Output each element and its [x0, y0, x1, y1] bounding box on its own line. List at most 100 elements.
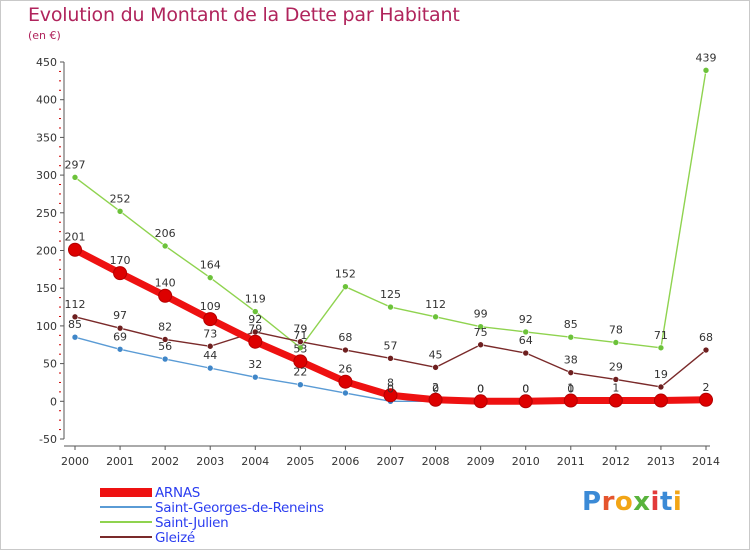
x-tick-label: 2012	[602, 455, 630, 468]
legend-label: Saint-Julien	[155, 515, 229, 531]
data-label: 206	[155, 227, 176, 240]
data-label: 22	[293, 366, 307, 379]
data-point-arnas	[248, 334, 263, 349]
data-label: 38	[564, 354, 578, 367]
x-tick-label: 2001	[106, 455, 134, 468]
data-point-saint-julien	[432, 313, 439, 321]
y-tick-label: 150	[36, 282, 57, 295]
data-point-arnas	[383, 388, 398, 403]
data-label: 109	[200, 300, 221, 313]
data-label: 19	[654, 368, 668, 381]
data-label: 0	[477, 382, 484, 395]
data-label: 8	[387, 376, 394, 389]
data-point-saint-georges-de-reneins	[161, 355, 169, 363]
data-point-saint-julien	[206, 274, 214, 281]
legend-swatch	[100, 536, 152, 538]
x-tick-label: 2002	[151, 455, 179, 468]
data-label: 57	[384, 339, 398, 352]
data-point-saint-georges-de-reneins	[251, 373, 259, 381]
data-point-arnas	[473, 394, 488, 409]
data-label: 0	[567, 382, 574, 395]
legend-swatch	[100, 506, 152, 508]
data-point-saint-julien	[161, 242, 169, 250]
legend-item-arnas: ARNAS	[100, 485, 360, 501]
data-point-saint-julien	[477, 323, 484, 330]
data-point-gleize	[522, 349, 530, 357]
data-point-gleize	[432, 364, 439, 371]
data-label: 64	[519, 334, 533, 347]
logo-letter: t	[659, 487, 673, 517]
data-label: 112	[425, 298, 446, 311]
data-label: 71	[654, 329, 668, 342]
data-point-saint-georges-de-reneins	[116, 345, 124, 353]
y-tick-label: 50	[43, 358, 57, 371]
y-tick-label: 250	[36, 207, 57, 220]
data-label: 92	[248, 313, 262, 326]
y-tick-label: 400	[36, 94, 57, 107]
logo-letter: o	[614, 487, 634, 517]
data-point-gleize	[702, 346, 710, 354]
data-label: 75	[474, 326, 488, 339]
data-point-saint-julien	[116, 207, 124, 215]
data-label: 26	[338, 363, 352, 376]
data-label: 45	[429, 348, 443, 361]
x-tick-label: 2009	[467, 455, 495, 468]
y-tick-label: 350	[36, 131, 57, 144]
data-point-gleize	[657, 383, 665, 391]
data-label: 125	[380, 288, 401, 301]
series	[68, 66, 713, 409]
data-point-saint-julien	[657, 344, 665, 352]
data-point-arnas	[293, 354, 308, 369]
x-tick-label: 2007	[377, 455, 405, 468]
data-label: 44	[203, 349, 217, 362]
legend-label: Saint-Georges-de-Reneins	[155, 500, 324, 516]
data-label: 68	[699, 331, 713, 344]
data-label: 71	[293, 329, 307, 342]
y-tick-label: 200	[36, 245, 57, 258]
data-label: 0	[522, 382, 529, 395]
data-point-arnas	[158, 288, 173, 303]
data-label: 73	[203, 327, 217, 340]
data-point-saint-julien	[251, 308, 259, 315]
data-label: 201	[65, 231, 86, 244]
data-point-saint-julien	[612, 339, 620, 346]
y-tick-label: 450	[36, 56, 57, 69]
data-point-arnas	[68, 242, 82, 257]
legend-label: Gleizé	[155, 530, 195, 546]
chart-subtitle: (en €)	[28, 29, 61, 42]
data-point-arnas	[608, 393, 623, 408]
data-point-saint-julien	[567, 333, 575, 341]
data-point-gleize	[161, 336, 169, 343]
data-label: 69	[113, 330, 127, 343]
x-tick-label: 2000	[61, 455, 89, 468]
data-label: 82	[158, 320, 172, 333]
legend-item-saint-julien: Saint-Julien	[100, 515, 360, 531]
data-point-arnas	[563, 393, 578, 408]
data-label: 0	[432, 382, 439, 395]
data-point-arnas	[338, 374, 353, 389]
y-tick-label: 100	[36, 320, 57, 333]
data-label: 112	[65, 298, 86, 311]
data-label: 0	[477, 382, 484, 395]
logo-letter: x	[633, 487, 651, 517]
data-label: 1	[567, 382, 574, 395]
data-label: 99	[474, 308, 488, 321]
data-label: 119	[245, 293, 266, 306]
data-point-saint-georges-de-reneins	[342, 389, 349, 397]
logo-letter: P	[582, 487, 602, 517]
data-point-arnas	[428, 392, 443, 407]
data-label: 85	[68, 318, 82, 331]
legend-swatch	[100, 488, 152, 497]
data-label: 79	[248, 323, 262, 336]
data-point-arnas	[653, 393, 668, 408]
x-tick-label: 2013	[647, 455, 675, 468]
data-label: 2	[703, 381, 710, 394]
data-label: 85	[564, 318, 578, 331]
data-point-gleize	[567, 369, 575, 376]
data-label: 140	[155, 277, 176, 290]
data-label: 297	[65, 158, 86, 171]
data-label: 79	[293, 323, 307, 336]
data-label: 439	[696, 51, 717, 64]
